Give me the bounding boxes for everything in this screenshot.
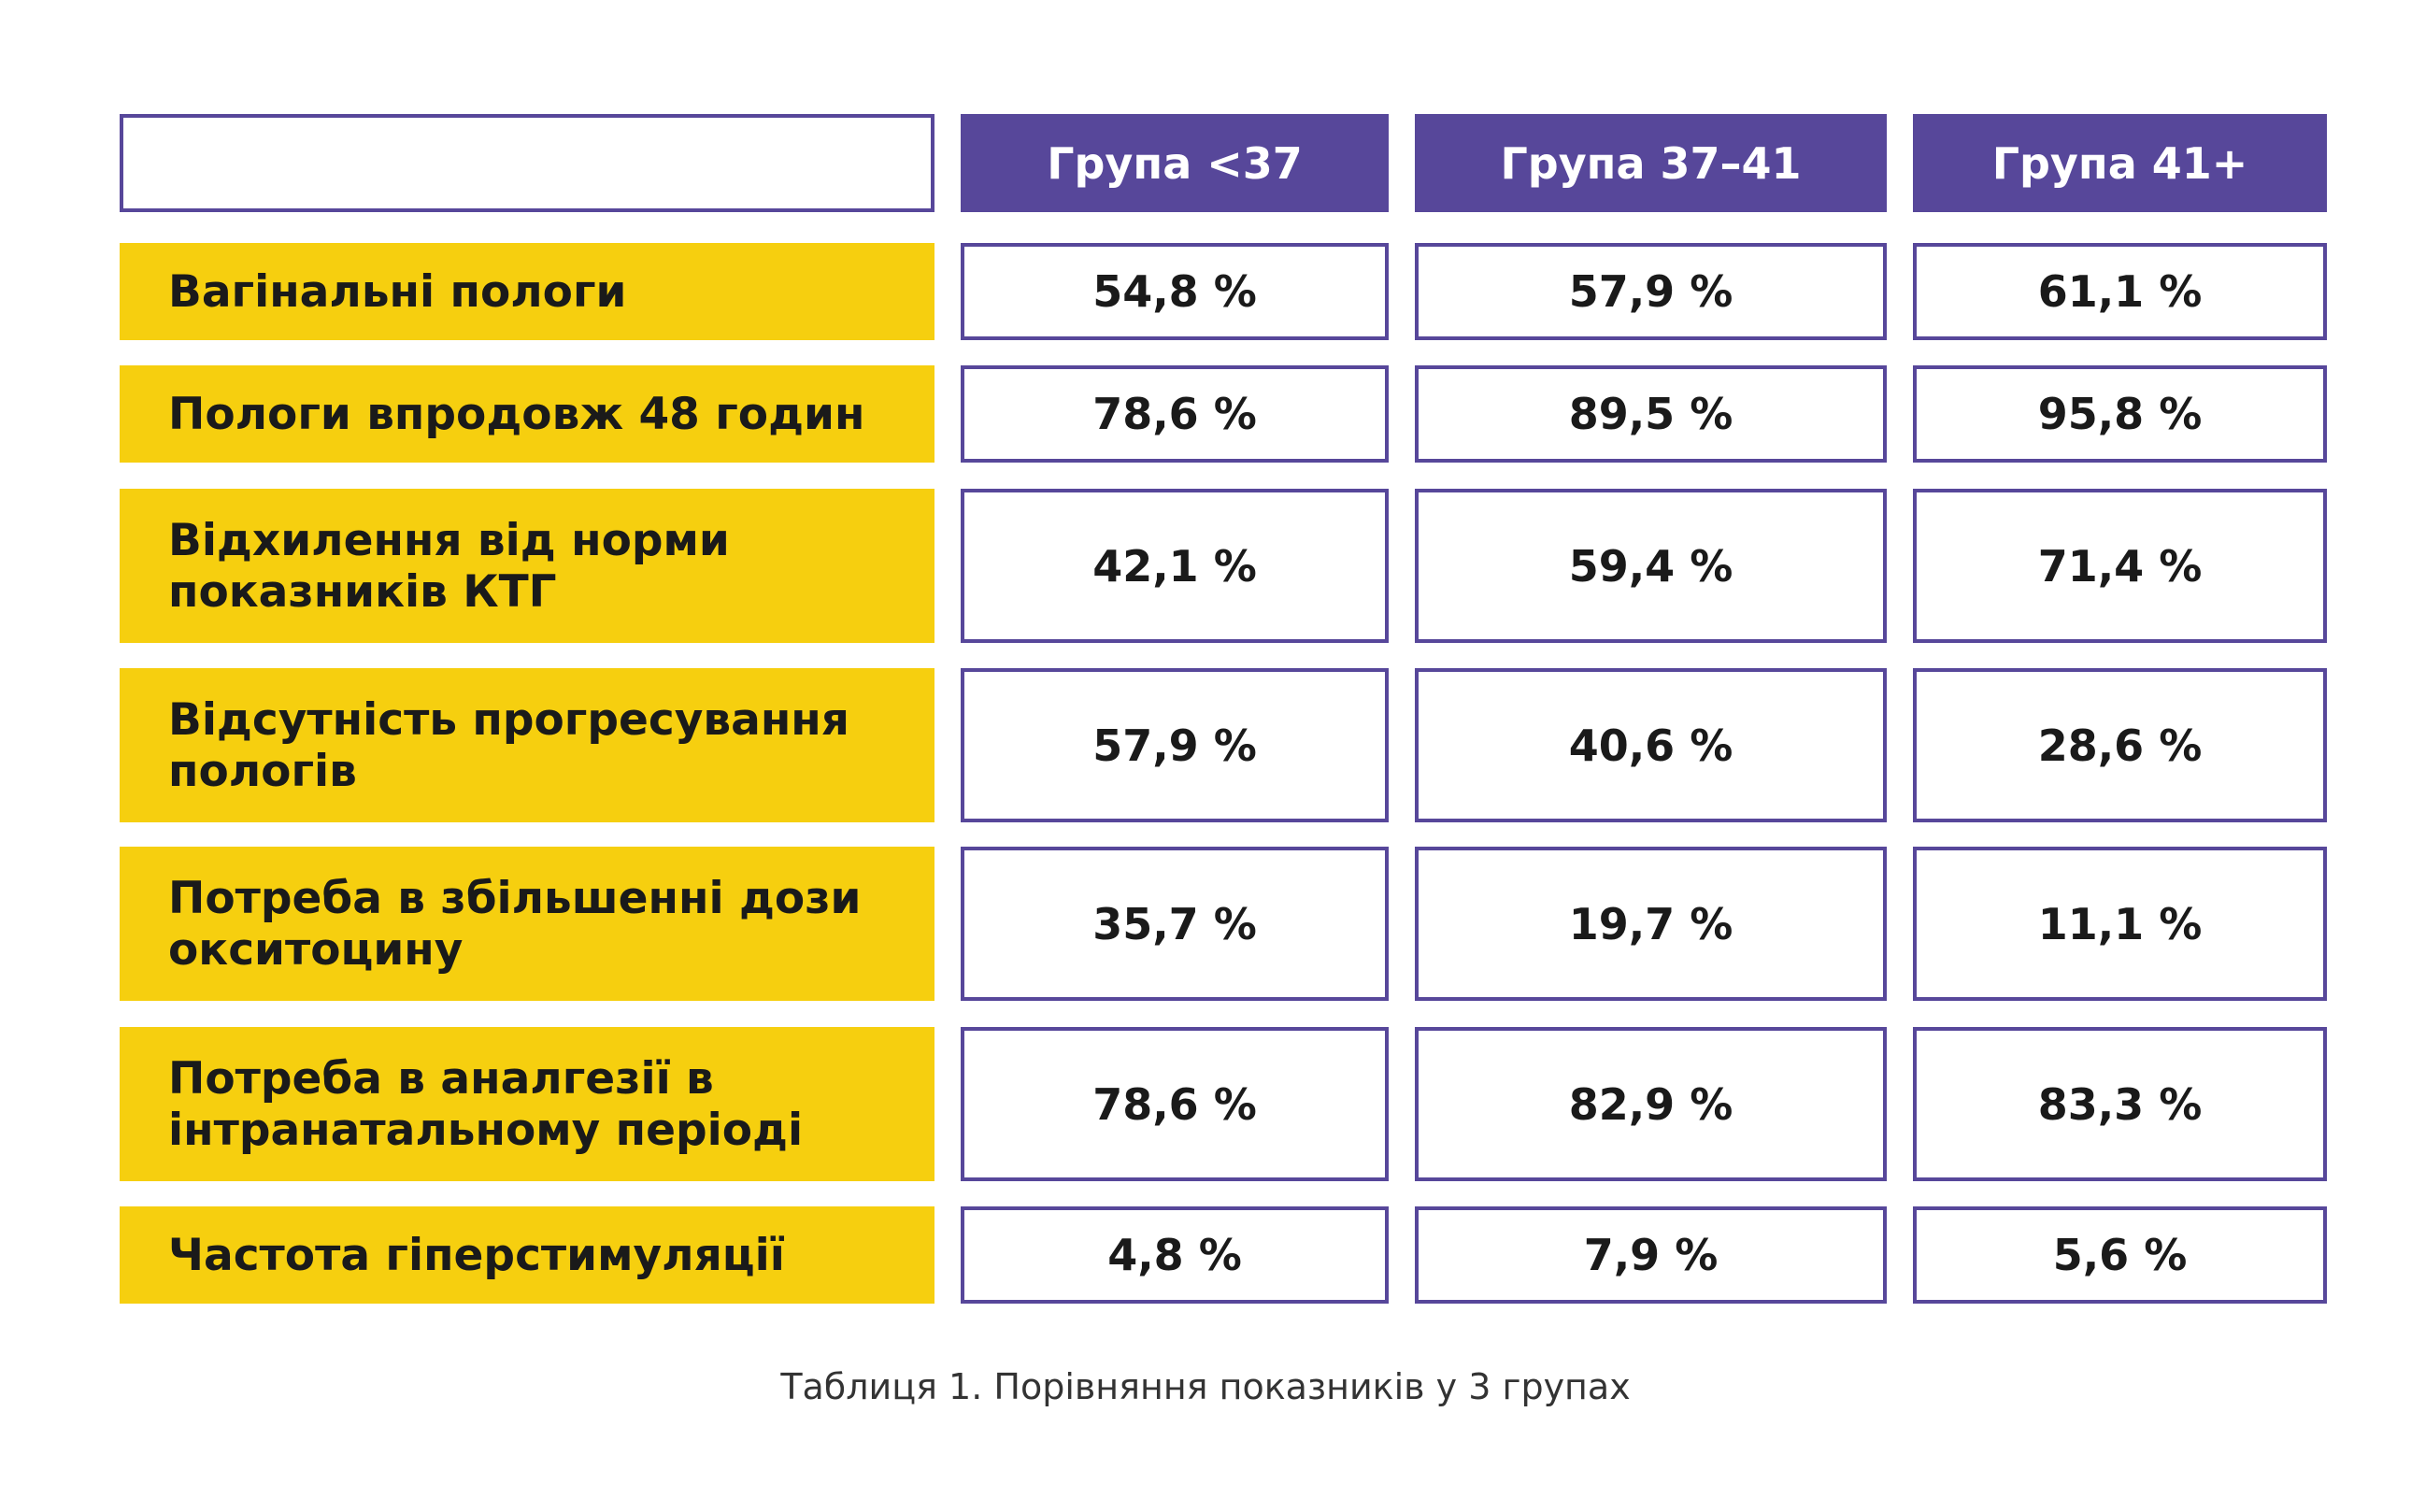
value-cell: 78,6 % — [961, 1027, 1389, 1181]
row-label-ctg-deviation: Відхилення від норми показників КТГ — [120, 489, 934, 643]
value-cell: 61,1 % — [1913, 243, 2327, 340]
value-cell: 95,8 % — [1913, 365, 2327, 463]
value-cell: 54,8 % — [961, 243, 1389, 340]
header-empty-cell — [120, 114, 934, 212]
value-cell: 57,9 % — [961, 668, 1389, 822]
column-header-group-41-plus: Група 41+ — [1913, 114, 2327, 212]
table-caption: Таблиця 1. Порівняння показників у 3 гру… — [780, 1366, 1631, 1407]
value-cell: 59,4 % — [1415, 489, 1887, 643]
value-cell: 82,9 % — [1415, 1027, 1887, 1181]
value-cell: 89,5 % — [1415, 365, 1887, 463]
row-label-intrapartum-analgesia: Потреба в аналгезії в інтранатальному пе… — [120, 1027, 934, 1181]
row-label-birth-within-48h: Пологи впродовж 48 годин — [120, 365, 934, 463]
row-label-hyperstimulation-rate: Частота гіперстимуляції — [120, 1206, 934, 1304]
value-cell: 28,6 % — [1913, 668, 2327, 822]
row-label-oxytocin-dose-increase: Потреба в збільшенні дози окситоцину — [120, 847, 934, 1001]
value-cell: 4,8 % — [961, 1206, 1389, 1304]
value-cell: 40,6 % — [1415, 668, 1887, 822]
value-cell: 7,9 % — [1415, 1206, 1887, 1304]
value-cell: 57,9 % — [1415, 243, 1887, 340]
value-cell: 35,7 % — [961, 847, 1389, 1001]
value-cell: 71,4 % — [1913, 489, 2327, 643]
row-label-vaginal-birth: Вагінальні пологи — [120, 243, 934, 340]
value-cell: 19,7 % — [1415, 847, 1887, 1001]
column-header-group-37-41: Група 37–41 — [1415, 114, 1887, 212]
value-cell: 5,6 % — [1913, 1206, 2327, 1304]
column-header-group-under-37: Група <37 — [961, 114, 1389, 212]
value-cell: 42,1 % — [961, 489, 1389, 643]
value-cell: 83,3 % — [1913, 1027, 2327, 1181]
value-cell: 11,1 % — [1913, 847, 2327, 1001]
value-cell: 78,6 % — [961, 365, 1389, 463]
row-label-no-labor-progression: Відсутність прогресування пологів — [120, 668, 934, 822]
